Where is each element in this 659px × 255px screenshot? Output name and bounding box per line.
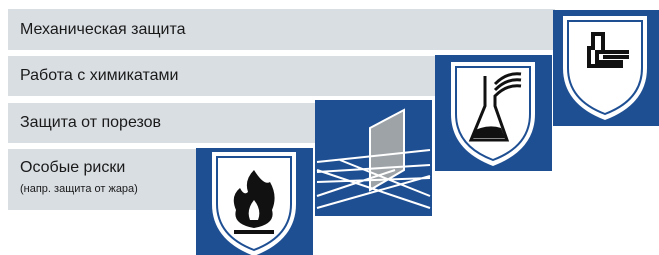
chemical-icon	[435, 55, 552, 171]
icons	[0, 0, 659, 255]
fire-icon	[196, 148, 313, 255]
page: Механическая защита Работа с химикатами …	[0, 0, 659, 255]
mechanical-icon	[553, 10, 659, 126]
cut-icon	[315, 100, 432, 216]
